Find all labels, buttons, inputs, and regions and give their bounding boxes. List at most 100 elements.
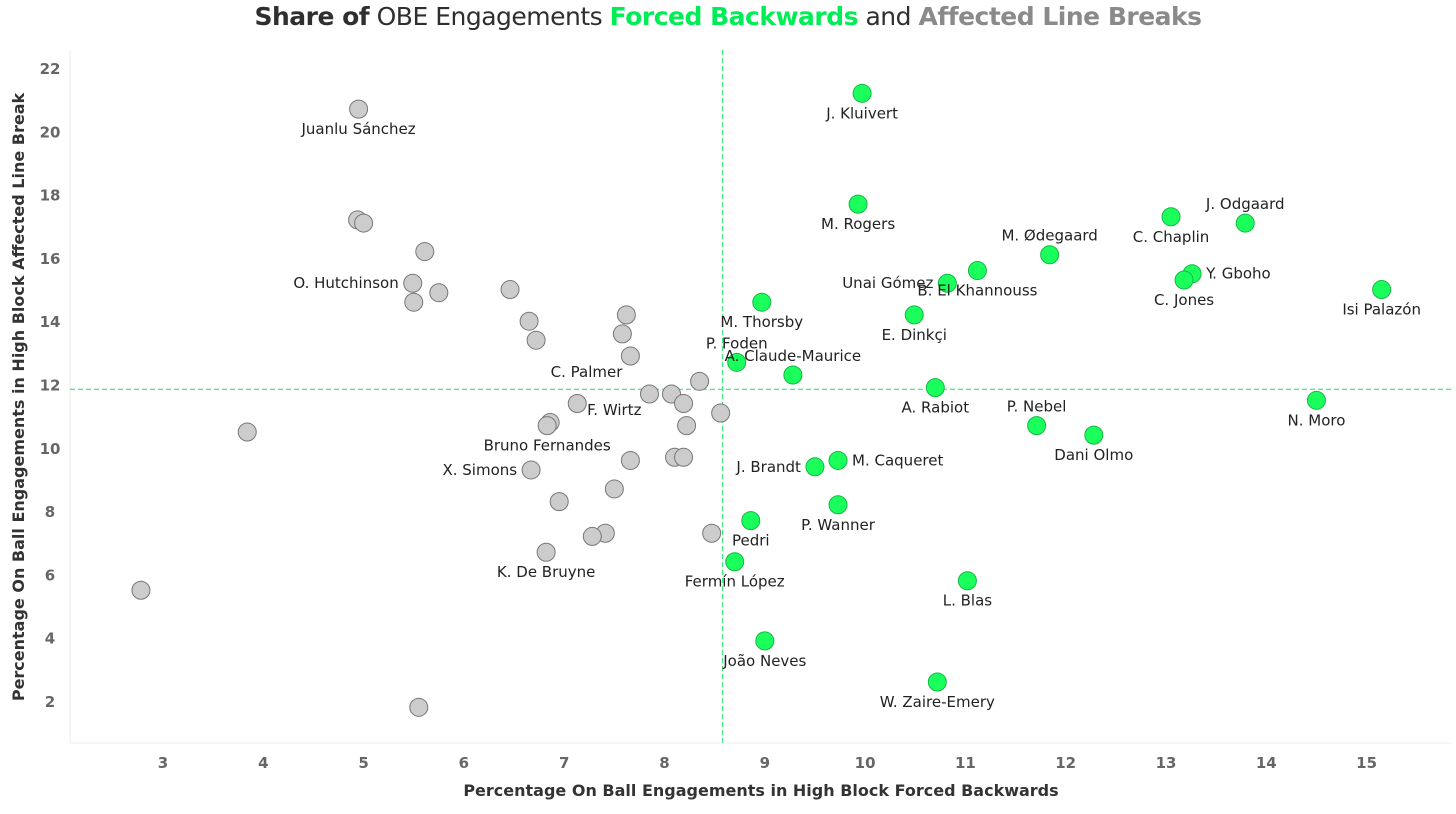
player-point[interactable] xyxy=(674,393,694,413)
ticks-layer: 3 4 5 6 7 8 9 10 11 12 13 14 15 2 4 6 8 10 12 14 16 18 20 22 xyxy=(40,60,1377,772)
player-label: P. Nebel xyxy=(1007,398,1067,416)
x-tick-label: 4 xyxy=(258,754,268,772)
player-point[interactable] xyxy=(237,422,257,442)
y-tick-label: 14 xyxy=(40,313,61,331)
y-tick-label: 12 xyxy=(40,377,61,395)
player-label: Isi Palazón xyxy=(1342,301,1421,319)
player-label: E. Dinkçi xyxy=(882,326,947,344)
x-tick-label: 9 xyxy=(760,754,770,772)
player-label: C. Palmer xyxy=(551,363,624,381)
player-point[interactable] xyxy=(500,280,520,300)
player-point[interactable] xyxy=(404,292,424,312)
player-label: B. El Khannouss xyxy=(917,282,1037,300)
player-point[interactable] xyxy=(403,273,423,293)
player-point[interactable] xyxy=(519,311,539,331)
highlighted-player-point[interactable] xyxy=(937,273,957,293)
player-label: O. Hutchinson xyxy=(293,274,398,292)
points-layer xyxy=(131,83,1392,717)
player-point[interactable] xyxy=(429,283,449,303)
x-tick-label: 14 xyxy=(1256,754,1277,772)
highlighted-player-point[interactable] xyxy=(1372,280,1392,300)
player-label: P. Foden xyxy=(706,334,768,352)
player-label: Unai Gómez xyxy=(842,274,933,292)
player-point[interactable] xyxy=(674,447,694,467)
player-point[interactable] xyxy=(677,416,697,436)
player-label: N. Moro xyxy=(1288,411,1346,429)
player-point[interactable] xyxy=(526,330,546,350)
player-label: K. De Bruyne xyxy=(497,563,596,581)
x-tick-label: 8 xyxy=(659,754,669,772)
highlighted-player-point[interactable] xyxy=(741,511,761,531)
player-point[interactable] xyxy=(349,99,369,119)
highlighted-player-point[interactable] xyxy=(752,292,772,312)
x-tick-label: 6 xyxy=(459,754,469,772)
axes-layer xyxy=(69,50,1452,744)
player-point[interactable] xyxy=(536,542,556,562)
player-point[interactable] xyxy=(537,416,557,436)
highlighted-player-point[interactable] xyxy=(727,352,747,372)
player-label: Y. Gboho xyxy=(1205,265,1271,283)
player-point[interactable] xyxy=(131,580,151,600)
player-label: A. Claude-Maurice xyxy=(725,347,862,365)
player-label: M. Thorsby xyxy=(720,313,803,331)
player-point[interactable] xyxy=(702,523,722,543)
highlighted-player-point[interactable] xyxy=(1235,213,1255,233)
highlighted-player-point[interactable] xyxy=(957,571,977,591)
highlighted-player-point[interactable] xyxy=(848,194,868,214)
player-label: J. Kluivert xyxy=(825,104,898,122)
highlighted-player-point[interactable] xyxy=(1174,270,1194,290)
player-label: X. Simons xyxy=(442,461,517,479)
player-point[interactable] xyxy=(409,697,429,717)
player-point[interactable] xyxy=(549,492,569,512)
title-part-affected-line-breaks: Affected Line Breaks xyxy=(918,2,1202,31)
title-part-share-of: Share of xyxy=(254,2,370,31)
x-tick-label: 13 xyxy=(1156,754,1177,772)
player-point[interactable] xyxy=(711,403,731,423)
player-point[interactable] xyxy=(616,305,636,325)
player-point[interactable] xyxy=(612,324,632,344)
player-point[interactable] xyxy=(567,393,587,413)
x-axis-title: Percentage On Ball Engagements in High B… xyxy=(463,781,1058,800)
highlighted-player-point[interactable] xyxy=(927,672,947,692)
highlighted-player-point[interactable] xyxy=(1161,207,1181,227)
player-point[interactable] xyxy=(620,346,640,366)
title-part-forced-backwards: Forced Backwards xyxy=(609,2,859,31)
y-tick-label: 22 xyxy=(40,60,61,78)
highlighted-player-point[interactable] xyxy=(828,450,848,470)
highlighted-player-point[interactable] xyxy=(967,261,987,281)
labels-layer: Juanlu Sánchez O. Hutchinson C. Palmer F. W… xyxy=(293,104,1421,711)
highlighted-player-point[interactable] xyxy=(805,457,825,477)
highlighted-player-point[interactable] xyxy=(755,631,775,651)
player-label: A. Rabiot xyxy=(902,399,970,417)
player-label: M. Rogers xyxy=(821,215,895,233)
highlighted-player-point[interactable] xyxy=(1027,416,1047,436)
x-tick-label: 7 xyxy=(559,754,569,772)
y-tick-label: 18 xyxy=(40,187,61,205)
player-label: Juanlu Sánchez xyxy=(301,120,416,138)
highlighted-player-point[interactable] xyxy=(725,552,745,572)
highlighted-player-point[interactable] xyxy=(783,365,803,385)
highlighted-player-point[interactable] xyxy=(1306,390,1326,410)
player-point[interactable] xyxy=(415,242,435,262)
reference-lines xyxy=(70,50,1452,743)
y-tick-label: 6 xyxy=(45,566,55,584)
title-part-obe: OBE Engagements xyxy=(376,2,603,31)
highlighted-player-point[interactable] xyxy=(1084,425,1104,445)
highlighted-player-point[interactable] xyxy=(852,83,872,103)
player-point[interactable] xyxy=(354,213,374,233)
player-label: J. Brandt xyxy=(735,458,801,476)
highlighted-player-point[interactable] xyxy=(925,378,945,398)
highlighted-player-point[interactable] xyxy=(1040,245,1060,265)
highlighted-player-point[interactable] xyxy=(904,305,924,325)
player-point[interactable] xyxy=(620,450,640,470)
player-point[interactable] xyxy=(604,479,624,499)
x-tick-label: 11 xyxy=(955,754,976,772)
player-point[interactable] xyxy=(521,460,541,480)
player-point[interactable] xyxy=(690,371,710,391)
player-point[interactable] xyxy=(639,384,659,404)
player-label: P. Wanner xyxy=(801,516,876,534)
x-tick-label: 3 xyxy=(158,754,168,772)
player-point[interactable] xyxy=(582,526,602,546)
highlighted-player-point[interactable] xyxy=(828,495,848,515)
player-label: Fermín López xyxy=(685,573,785,591)
